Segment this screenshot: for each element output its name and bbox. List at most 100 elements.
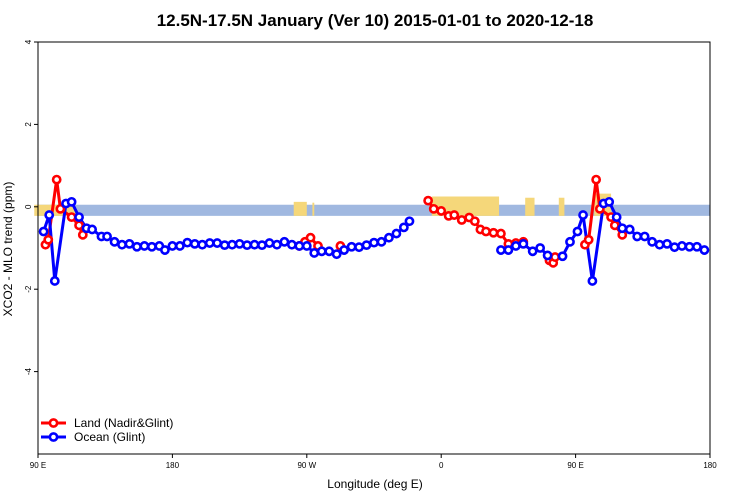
axes: 90 E 180 90 W 0 90 E 180 4 2 0 -2 -4 bbox=[24, 39, 717, 470]
ocean-data-point bbox=[234, 238, 245, 249]
ocean-data-point bbox=[279, 236, 290, 247]
yellow-band-2 bbox=[312, 202, 315, 216]
ocean-data-point bbox=[677, 241, 687, 251]
land-data-point bbox=[43, 234, 54, 245]
ocean-data-point bbox=[565, 236, 575, 247]
ocean-data-point bbox=[44, 210, 55, 220]
ocean-data-point bbox=[617, 223, 628, 234]
ocean-data-point bbox=[518, 238, 529, 249]
x-tick-label: 0 bbox=[439, 461, 444, 470]
ocean-data-point bbox=[309, 248, 320, 258]
ocean-data-point bbox=[647, 236, 658, 247]
land-data-point bbox=[550, 252, 560, 262]
land-data-point bbox=[74, 220, 84, 231]
ocean-data-point bbox=[182, 237, 193, 248]
land-data-point bbox=[436, 206, 447, 216]
ocean-data-point bbox=[38, 226, 49, 237]
yellow-band-4 bbox=[525, 197, 535, 216]
ocean-data-point bbox=[146, 241, 157, 252]
ocean-data-point bbox=[354, 242, 364, 253]
ocean-data-point bbox=[331, 249, 342, 260]
land-data-point bbox=[496, 228, 506, 239]
legend-land-label: Land (Nadir&Glint) bbox=[74, 416, 173, 430]
blue-band bbox=[38, 204, 710, 216]
ocean-data-point bbox=[167, 241, 178, 251]
y-tick-label: 2 bbox=[24, 122, 33, 127]
ocean-data-point bbox=[227, 239, 238, 250]
ocean-data-point bbox=[272, 239, 282, 250]
ocean-data-point bbox=[669, 242, 680, 253]
ocean-data-point bbox=[66, 196, 77, 207]
ocean-data-point bbox=[174, 241, 185, 251]
ocean-data-point bbox=[624, 224, 635, 235]
ocean-data-point bbox=[572, 226, 583, 237]
x-tick-label: 90 E bbox=[30, 461, 46, 470]
ocean-data-point bbox=[604, 196, 615, 207]
ocean-data-point bbox=[391, 228, 402, 239]
legend: Land (Nadir&Glint)Ocean (Glint) bbox=[41, 416, 173, 444]
x-tick-label: 90 E bbox=[567, 461, 583, 470]
ocean-data-point bbox=[286, 239, 297, 250]
ocean-data-point bbox=[219, 240, 230, 251]
ocean-data-point bbox=[160, 245, 170, 255]
ocean-data-point bbox=[301, 241, 312, 251]
ocean-data-point bbox=[102, 231, 112, 242]
ocean-data-point bbox=[124, 238, 135, 249]
y-tick-label: 0 bbox=[24, 204, 33, 209]
ocean-data-point bbox=[189, 238, 200, 249]
chart-title: 12.5N-17.5N January (Ver 10) 2015-01-01 … bbox=[157, 11, 594, 30]
land-data-point bbox=[469, 216, 480, 227]
x-tick-label: 180 bbox=[166, 461, 180, 470]
legend-ocean-marker bbox=[48, 432, 59, 442]
ocean-data-point bbox=[132, 241, 142, 252]
land-data-point bbox=[609, 220, 620, 231]
ocean-data-point bbox=[557, 251, 568, 262]
legend-land-marker bbox=[48, 418, 59, 428]
ocean-data-point bbox=[257, 240, 267, 251]
plot-frame bbox=[37, 41, 711, 455]
x-tick-label: 90 W bbox=[297, 461, 316, 470]
series-points bbox=[38, 174, 710, 286]
ocean-data-point bbox=[139, 241, 150, 251]
ocean-data-point bbox=[654, 239, 665, 250]
ocean-data-point bbox=[503, 245, 514, 255]
ocean-data-point bbox=[369, 237, 379, 248]
ocean-data-point bbox=[632, 231, 643, 242]
ocean-data-point bbox=[611, 212, 622, 222]
land-data-point bbox=[481, 226, 491, 237]
land-data-point bbox=[583, 234, 594, 245]
ocean-data-point bbox=[117, 239, 127, 250]
ocean-data-point bbox=[242, 240, 252, 251]
ocean-data-point bbox=[578, 210, 588, 220]
ocean-data-point bbox=[692, 241, 702, 252]
land-data-point bbox=[488, 227, 499, 238]
ocean-data-point bbox=[496, 245, 506, 255]
ocean-data-point bbox=[197, 239, 208, 250]
ocean-data-point bbox=[510, 241, 521, 251]
y-tick-label: -2 bbox=[24, 285, 33, 293]
ocean-data-point bbox=[339, 245, 350, 255]
ocean-data-point bbox=[662, 238, 672, 249]
ocean-data-point bbox=[699, 245, 710, 255]
ocean-data-point bbox=[404, 216, 415, 227]
ocean-data-point bbox=[212, 238, 223, 248]
ocean-data-point bbox=[49, 276, 60, 286]
ocean-data-point bbox=[542, 250, 553, 261]
yellow-band-0 bbox=[34, 204, 76, 216]
ocean-data-point bbox=[587, 276, 598, 286]
land-data-point bbox=[428, 203, 439, 214]
yellow-band-5 bbox=[558, 197, 565, 216]
ocean-data-point bbox=[204, 238, 215, 248]
land-data-point bbox=[305, 232, 316, 243]
land-data-point bbox=[51, 174, 62, 185]
land-data-point bbox=[591, 174, 602, 185]
ocean-data-point bbox=[376, 236, 387, 247]
land-data-point bbox=[423, 195, 434, 206]
land-data-point bbox=[66, 212, 77, 222]
ocean-data-point bbox=[109, 236, 120, 247]
land-data-point bbox=[449, 210, 460, 220]
ocean-data-point bbox=[74, 212, 84, 222]
ocean-data-point bbox=[346, 241, 357, 252]
ocean-data-point bbox=[294, 241, 305, 251]
ocean-data-point bbox=[527, 246, 538, 257]
